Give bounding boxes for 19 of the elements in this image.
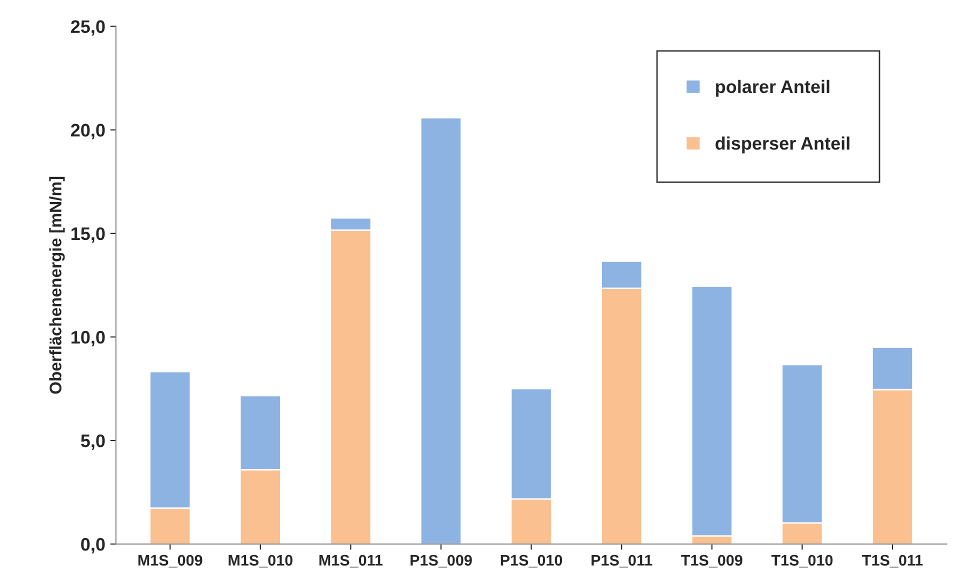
x-tick-label: P1S_011 — [592, 554, 652, 568]
legend-label: polarer Anteil — [716, 80, 830, 97]
legend-label: disperser Anteil — [716, 136, 850, 154]
bar — [420, 116, 462, 544]
x-tick-label: M1S_011 — [319, 554, 383, 568]
x-tick-label: P1S_009 — [410, 554, 472, 568]
y-tick-label: 25,0 — [70, 20, 105, 36]
x-tick-label: M1S_009 — [138, 554, 202, 568]
y-tick-label: 10,0 — [72, 330, 105, 346]
x-tick-label: P1S_010 — [500, 554, 562, 568]
y-tick-label: 0,0 — [81, 538, 105, 554]
x-tick-label: M1S_010 — [228, 554, 292, 568]
y-tick-label: 20,0 — [70, 124, 105, 140]
x-tick-label: T1S_011 — [862, 554, 923, 568]
y-tick-label: 5,0 — [80, 434, 105, 450]
y-axis-title: Oberflächenenergie [mN/m] — [49, 176, 65, 394]
x-tick-label: T1S_009 — [681, 554, 742, 568]
y-tick-label: 15,0 — [72, 227, 105, 243]
x-tick-label: T1S_010 — [771, 554, 833, 568]
